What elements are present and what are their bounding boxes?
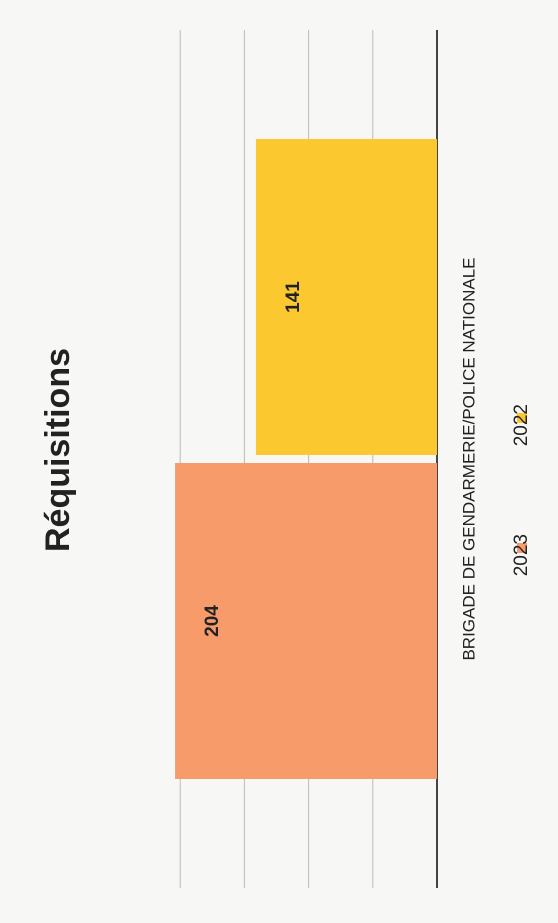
data-label: 204 — [202, 605, 223, 637]
chart-title: Réquisitions — [39, 348, 77, 552]
x-tick-label: BRIGADE DE GENDARMERIE/POLICE NATIONALE — [459, 257, 478, 660]
legend-swatch — [517, 413, 527, 423]
data-label: 141 — [283, 281, 304, 313]
bar — [255, 139, 437, 455]
legend-label: 2022 — [511, 404, 532, 446]
legend-swatch — [517, 543, 527, 553]
bar — [175, 463, 437, 779]
legend-label: 2023 — [511, 534, 532, 576]
